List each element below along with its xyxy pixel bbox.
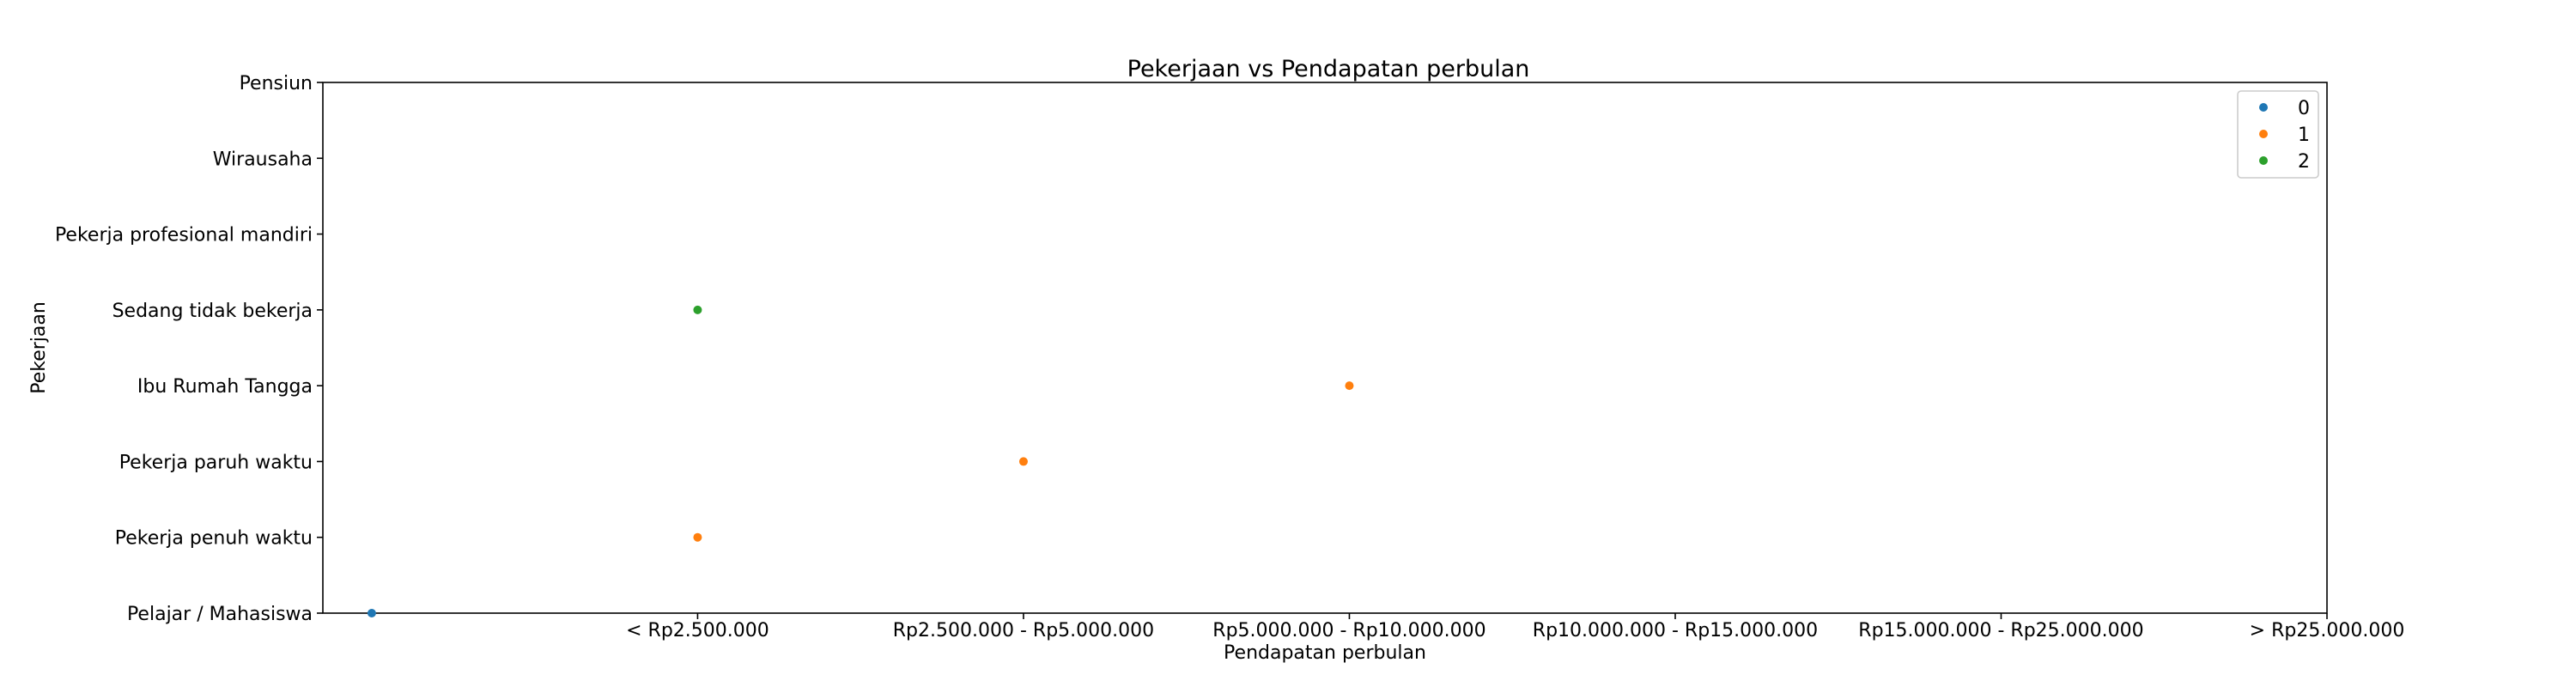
y-tick-label: Pekerja paruh waktu [119,452,313,473]
y-tick-label: Pensiun [240,73,313,94]
chart-title: Pekerjaan vs Pendapatan perbulan [1127,56,1530,82]
y-tick-label: Pelajar / Mahasiswa [127,604,313,625]
x-tick-label: Rp10.000.000 - Rp15.000.000 [1533,620,1818,641]
y-tick-label: Wirausaha [213,149,313,170]
data-points [367,305,1354,617]
x-axis-label: Pendapatan perbulan [1224,642,1426,664]
data-point-series-1 [1345,381,1354,391]
legend-frame [2237,90,2319,179]
legend-marker [2259,103,2268,112]
x-tick-label: Rp5.000.000 - Rp10.000.000 [1212,620,1485,641]
x-tick-label: Rp2.500.000 - Rp5.000.000 [893,620,1154,641]
legend-label: 0 [2298,98,2310,119]
y-axis-label: Pekerjaan [28,301,50,394]
plot-area-frame [322,82,2328,614]
x-tick-label: > Rp25.000.000 [2250,620,2405,641]
x-tick-label: Rp15.000.000 - Rp25.000.000 [1858,620,2143,641]
y-axis: Pelajar / Mahasiswa Pekerja penuh waktu Pe… [55,73,323,625]
x-axis: < Rp2.500.000 Rp2.500.000 - Rp5.000.000 Rp… [626,613,2404,641]
data-point-series-2 [693,305,702,314]
y-tick-label: Ibu Rumah Tangga [137,376,313,398]
legend-label: 1 [2298,125,2310,146]
legend: 0 1 2 [2237,90,2319,179]
y-tick-label: Sedang tidak bekerja [112,301,313,322]
data-point-series-1 [1018,457,1028,466]
legend-label: 2 [2298,151,2310,173]
data-point-series-1 [693,532,702,542]
x-tick-label: < Rp2.500.000 [626,620,769,641]
legend-marker [2259,130,2268,138]
y-tick-label: Pekerja penuh waktu [115,528,313,550]
y-tick-label: Pekerja profesional mandiri [55,225,313,246]
data-point-series-0 [367,609,376,617]
legend-marker [2259,156,2268,165]
